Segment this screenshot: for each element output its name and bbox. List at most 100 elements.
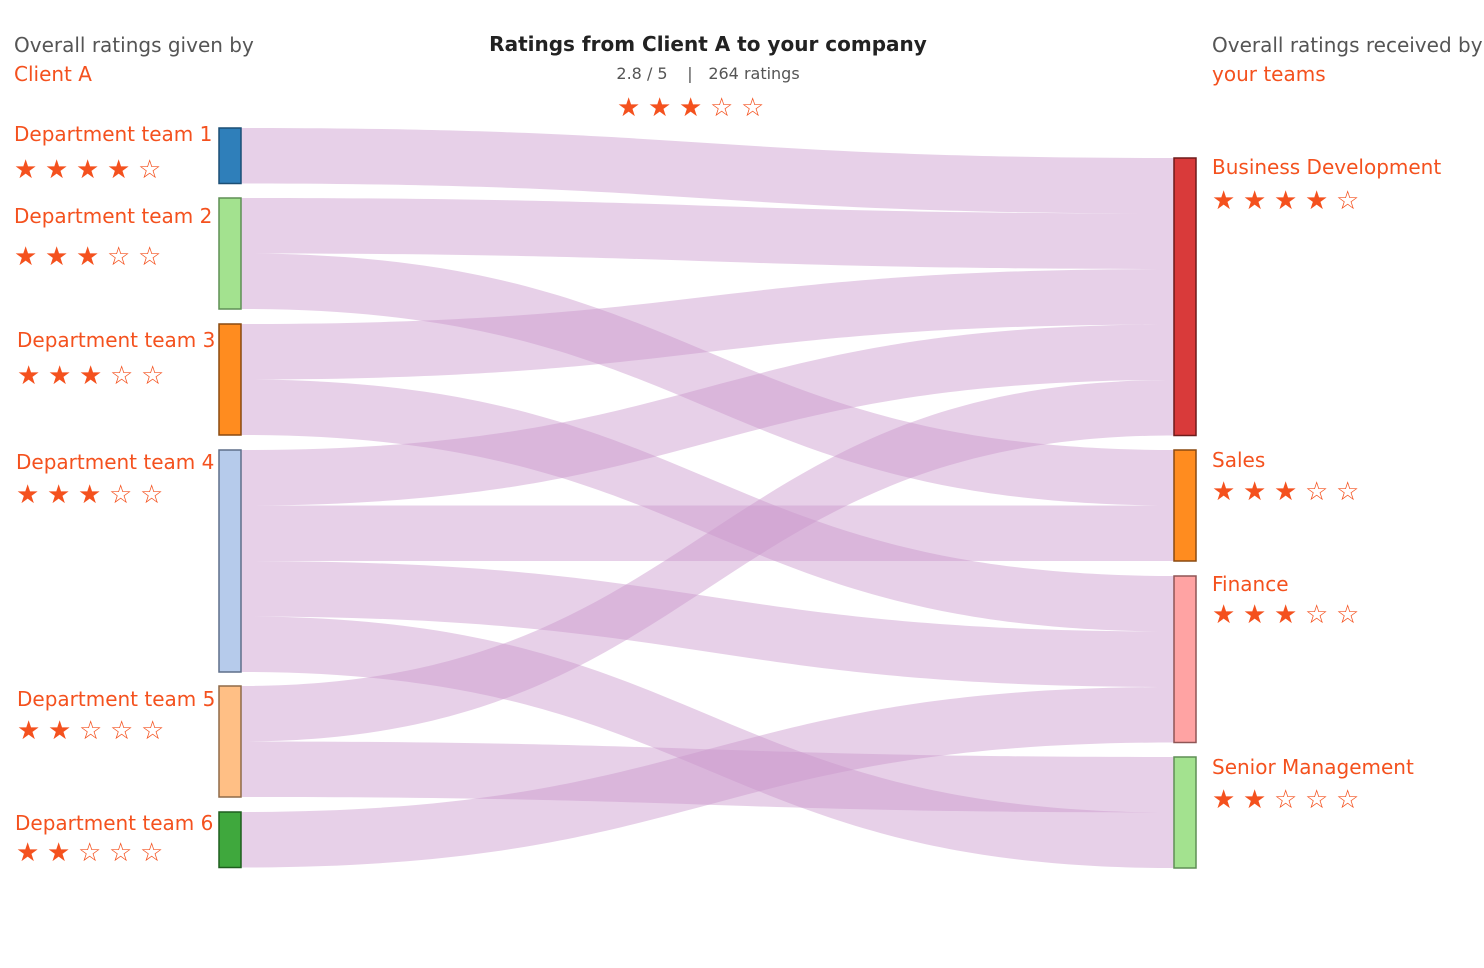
star-filled-icon: ★ (76, 155, 99, 185)
star-empty-icon: ☆ (109, 838, 132, 868)
star-filled-icon: ★ (1305, 186, 1328, 216)
star-filled-icon: ★ (107, 155, 130, 185)
page-title: Ratings from Client A to your company (489, 32, 927, 56)
star-empty-icon: ☆ (1336, 186, 1359, 216)
sankey-link (241, 380, 1174, 742)
sankey-link (241, 616, 1174, 868)
star-filled-icon: ★ (45, 242, 68, 272)
star-filled-icon: ★ (17, 716, 40, 746)
sankey-link (241, 741, 1174, 813)
sankey-link (241, 253, 1174, 506)
target-node-label: Business Development (1212, 155, 1441, 179)
star-empty-icon: ☆ (79, 716, 102, 746)
target-node[interactable] (1173, 449, 1197, 562)
sankey-links (241, 128, 1174, 868)
star-filled-icon: ★ (14, 242, 37, 272)
star-filled-icon: ★ (16, 838, 39, 868)
overall-score: 2.8 / 5 (616, 64, 667, 83)
star-filled-icon: ★ (48, 716, 71, 746)
target-node[interactable] (1173, 756, 1197, 869)
source-node-label: Department team 6 (15, 811, 213, 835)
star-filled-icon: ★ (1212, 785, 1235, 815)
source-node[interactable] (218, 811, 242, 869)
star-empty-icon: ☆ (140, 838, 163, 868)
source-node[interactable] (218, 197, 242, 310)
star-filled-icon: ★ (16, 480, 39, 510)
star-empty-icon: ☆ (141, 716, 164, 746)
star-filled-icon: ★ (1243, 600, 1266, 630)
target-nodes: Business Development ★ ★ ★ ★ ☆ Sales ★ ★ ★ ☆ ☆ Finan… (1173, 155, 1441, 869)
star-filled-icon: ★ (45, 155, 68, 185)
star-filled-icon: ★ (47, 838, 70, 868)
sankey-link (241, 269, 1174, 380)
source-node[interactable] (218, 449, 242, 673)
overall-star-rating: ★ ★ ★ ☆ ☆ (617, 93, 764, 123)
source-node-label: Department team 2 (14, 204, 212, 228)
source-node-label: Department team 4 (16, 450, 214, 474)
star-filled-icon: ★ (648, 93, 671, 123)
star-empty-icon: ☆ (110, 361, 133, 391)
star-empty-icon: ☆ (1336, 785, 1359, 815)
star-filled-icon: ★ (17, 361, 40, 391)
star-filled-icon: ★ (1274, 477, 1297, 507)
target-node-label: Senior Management (1212, 755, 1414, 779)
star-filled-icon: ★ (76, 242, 99, 272)
star-empty-icon: ☆ (78, 838, 101, 868)
star-empty-icon: ☆ (1305, 600, 1328, 630)
source-node-label: Department team 1 (14, 122, 212, 146)
star-empty-icon: ☆ (1274, 785, 1297, 815)
sankey-link (241, 379, 1174, 632)
star-filled-icon: ★ (14, 155, 37, 185)
star-filled-icon: ★ (1212, 600, 1235, 630)
score-separator: | (687, 64, 692, 83)
star-filled-icon: ★ (79, 361, 102, 391)
star-empty-icon: ☆ (710, 93, 733, 123)
star-filled-icon: ★ (1243, 785, 1266, 815)
source-nodes: Department team 1 ★ ★ ★ ★ ☆ Department team 2 ★… (14, 122, 242, 869)
star-filled-icon: ★ (78, 480, 101, 510)
right-heading: Overall ratings received by (1212, 33, 1483, 57)
star-filled-icon: ★ (48, 361, 71, 391)
star-empty-icon: ☆ (140, 480, 163, 510)
target-node-label: Finance (1212, 572, 1289, 596)
source-node-label: Department team 5 (17, 687, 215, 711)
sankey-link (241, 505, 1174, 561)
source-node[interactable] (218, 127, 242, 185)
star-empty-icon: ☆ (1305, 477, 1328, 507)
star-empty-icon: ☆ (141, 361, 164, 391)
star-empty-icon: ☆ (109, 480, 132, 510)
star-empty-icon: ☆ (741, 93, 764, 123)
target-node[interactable] (1173, 157, 1197, 437)
star-filled-icon: ★ (1243, 186, 1266, 216)
star-empty-icon: ☆ (1336, 477, 1359, 507)
star-empty-icon: ☆ (1336, 600, 1359, 630)
star-filled-icon: ★ (1274, 600, 1297, 630)
target-node-label: Sales (1212, 448, 1265, 472)
sankey-link (241, 198, 1174, 269)
source-node[interactable] (218, 323, 242, 436)
star-empty-icon: ☆ (138, 242, 161, 272)
sankey-link (241, 324, 1174, 506)
sankey-link (241, 687, 1174, 868)
left-heading: Overall ratings given by (14, 33, 254, 57)
source-node-label: Department team 3 (17, 328, 215, 352)
star-empty-icon: ☆ (107, 242, 130, 272)
right-heading-teams: your teams (1212, 62, 1326, 86)
star-empty-icon: ☆ (110, 716, 133, 746)
star-filled-icon: ★ (1274, 186, 1297, 216)
star-filled-icon: ★ (1212, 186, 1235, 216)
star-filled-icon: ★ (1243, 477, 1266, 507)
star-filled-icon: ★ (47, 480, 70, 510)
sankey-link (241, 561, 1174, 687)
sankey-link (241, 128, 1174, 214)
left-heading-client: Client A (14, 62, 92, 86)
star-filled-icon: ★ (1212, 477, 1235, 507)
star-filled-icon: ★ (617, 93, 640, 123)
star-filled-icon: ★ (679, 93, 702, 123)
star-empty-icon: ☆ (138, 155, 161, 185)
target-node[interactable] (1173, 575, 1197, 744)
star-empty-icon: ☆ (1305, 785, 1328, 815)
source-node[interactable] (218, 685, 242, 798)
ratings-count: 264 ratings (708, 64, 799, 83)
